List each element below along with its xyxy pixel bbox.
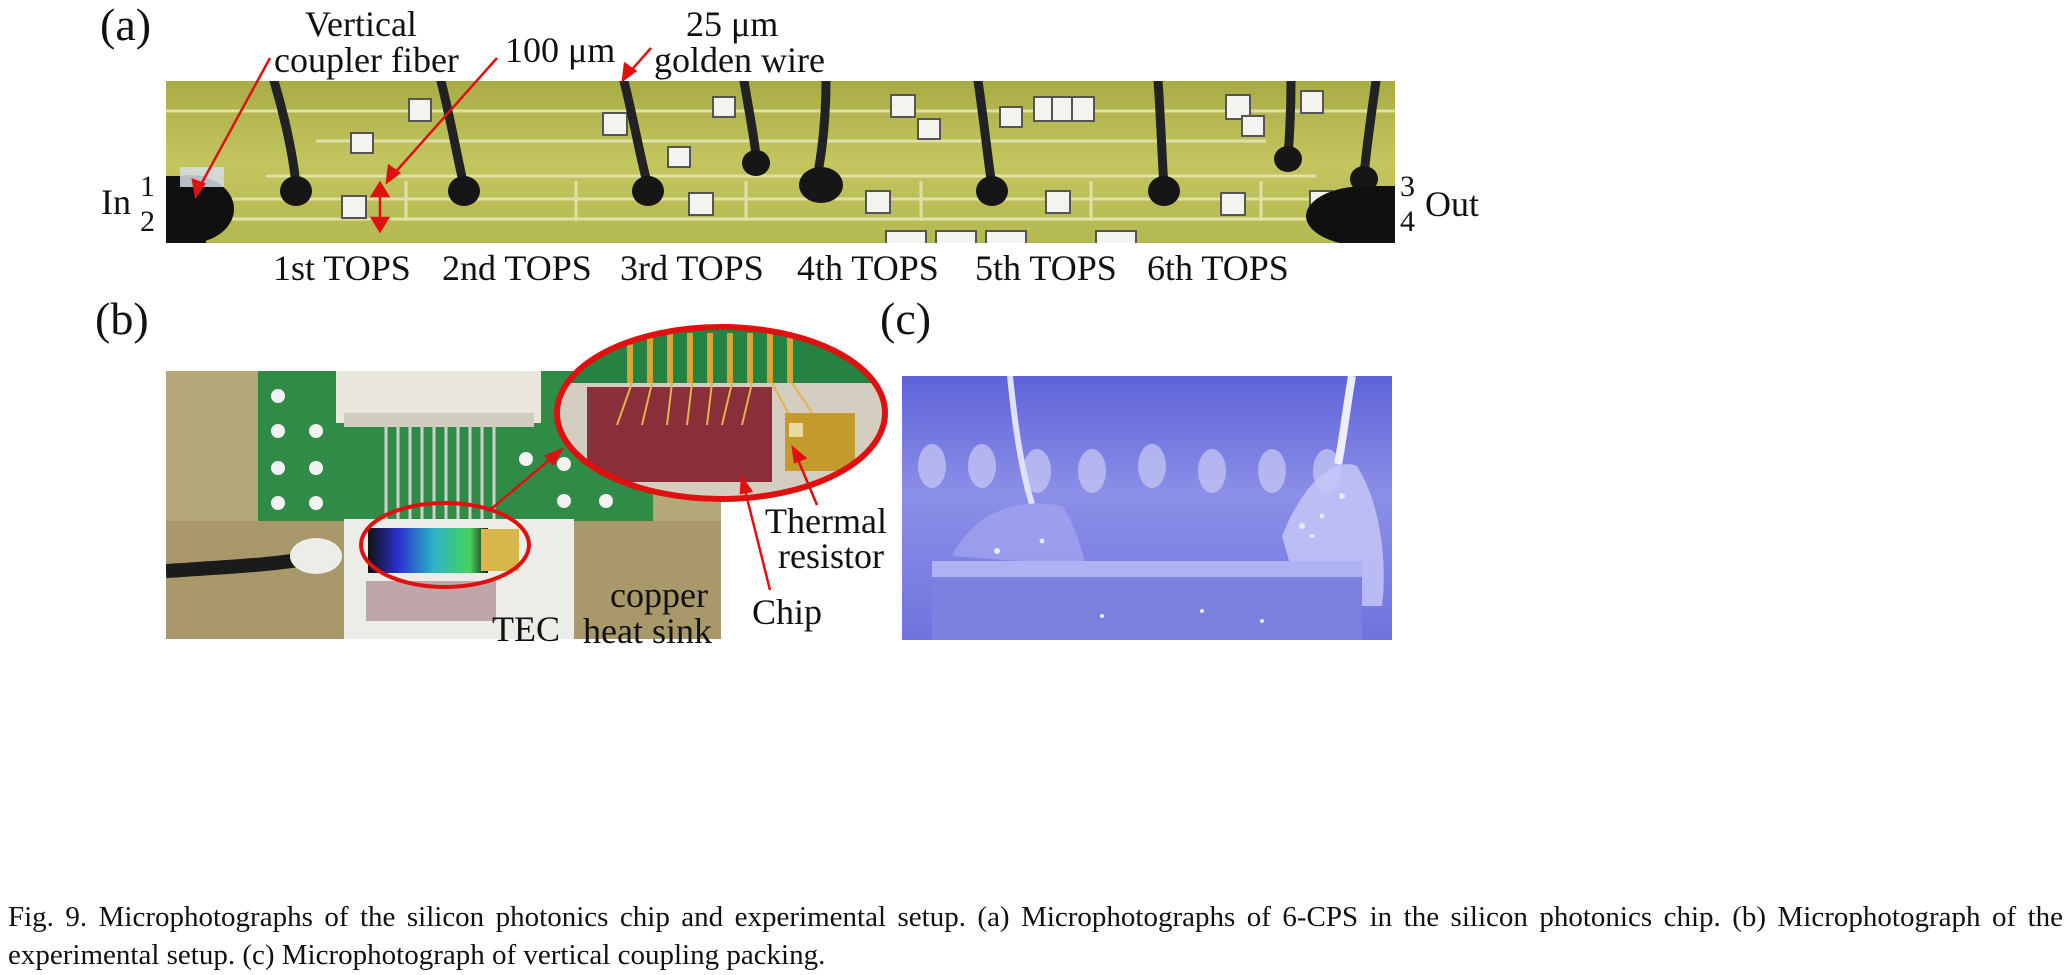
tops-label-5: 5th TOPS — [975, 248, 1117, 288]
tec-label: TEC — [492, 609, 560, 649]
in-label: In — [101, 182, 131, 222]
vertical-coupler-label-1: Vertical — [305, 4, 417, 44]
chip-microphotograph — [166, 81, 1395, 243]
golden-wire-label: golden wire — [654, 40, 825, 80]
port-1-label: 1 — [140, 170, 155, 203]
out-label: Out — [1425, 184, 1479, 224]
panel-c-letter: (c) — [880, 293, 932, 344]
tops-label-3: 3rd TOPS — [620, 248, 764, 288]
tops-label-2: 2nd TOPS — [442, 248, 592, 288]
chip-label: Chip — [752, 592, 823, 632]
tops-label-1: 1st TOPS — [273, 248, 411, 288]
tops-label-4: 4th TOPS — [797, 248, 939, 288]
port-3-label: 3 — [1400, 170, 1415, 203]
panel-a-letter: (a) — [100, 0, 152, 50]
vertical-coupling-photograph — [902, 376, 1392, 640]
port-4-label: 4 — [1400, 205, 1415, 238]
thermal-resistor-label-1: Thermal — [765, 501, 887, 541]
copper-label-1: copper — [610, 575, 708, 615]
figure-caption: Fig. 9. Microphotographs of the silicon … — [8, 901, 2063, 971]
copper-label-2: heat sink — [583, 611, 712, 651]
port-2-label: 2 — [140, 205, 155, 238]
tops-label-6: 6th TOPS — [1147, 248, 1289, 288]
vertical-coupler-label-2: coupler fiber — [274, 40, 459, 80]
wire-25um-label: 25 μm — [686, 4, 779, 44]
scale-100um-label: 100 μm — [505, 30, 616, 70]
thermal-resistor-label-2: resistor — [778, 536, 884, 576]
panel-b-letter: (b) — [95, 293, 149, 344]
